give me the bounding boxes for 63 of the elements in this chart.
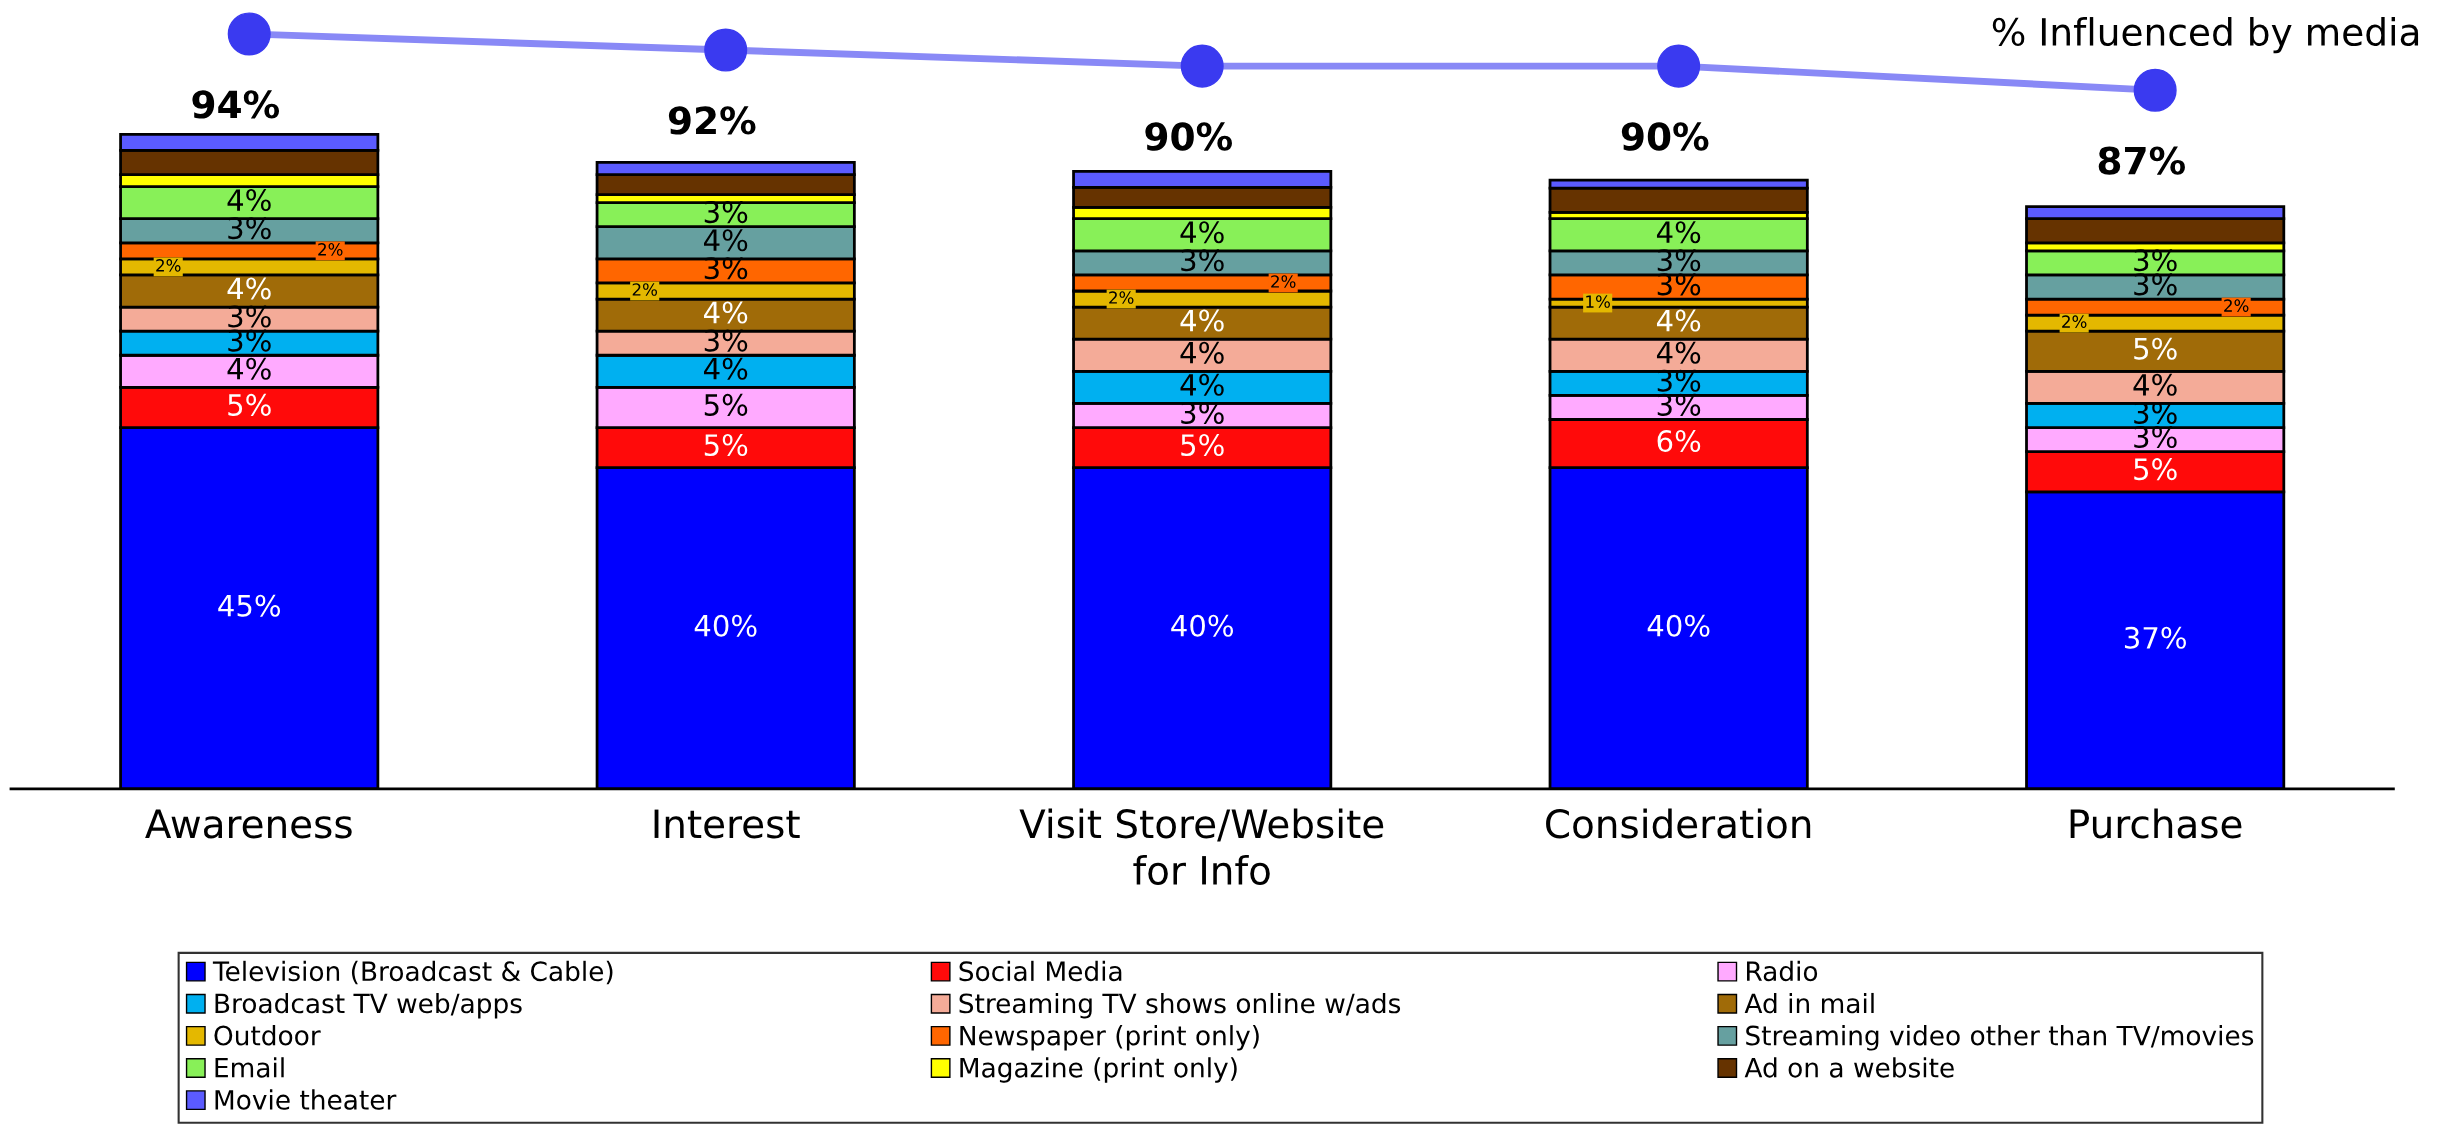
data-label: 2%: [632, 283, 658, 296]
data-label: 4%: [227, 357, 271, 380]
legend-label: Social Media: [959, 960, 1122, 982]
data-label: 5%: [1181, 434, 1224, 457]
data-label: 4%: [1180, 221, 1224, 244]
legend-label: Magazine (print only): [960, 1057, 1237, 1083]
data-label: 4%: [1656, 309, 1701, 332]
x-tick-label: Visit Store/Website for Info: [1019, 808, 1384, 885]
x-tick-label: Consideration: [1546, 808, 1811, 839]
data-label: 2%: [156, 259, 181, 272]
x-tick-label: Awareness: [145, 809, 352, 839]
data-label: 94%: [192, 90, 280, 119]
legend-label: Broadcast TV web/apps: [215, 992, 522, 1019]
legend-label: Ad in mail: [1744, 992, 1874, 1014]
point: [704, 28, 748, 72]
point: [1657, 44, 1701, 88]
data-label: 2%: [1109, 291, 1134, 304]
data-label: 37%: [2124, 626, 2186, 649]
legend-label: Ad on a website: [1744, 1057, 1954, 1078]
data-label: 2%: [318, 243, 343, 256]
data-label: 5%: [704, 393, 748, 416]
annotation: % Influenced by media: [1992, 17, 2419, 54]
data-label: 90%: [1621, 122, 1709, 151]
data-label: 92%: [668, 106, 756, 135]
data-label: 4%: [704, 357, 748, 380]
legend-label: Streaming video other than TV/movies: [1746, 1025, 2254, 1051]
data-label: 4%: [227, 189, 271, 212]
data-label: 2%: [1271, 275, 1296, 288]
data-label: 40%: [1171, 614, 1233, 637]
data-label: 4%: [1180, 373, 1224, 396]
data-label: 1%: [1586, 295, 1610, 308]
legend-label: Email: [215, 1057, 284, 1078]
x-tick-label: Interest: [654, 809, 800, 839]
legend-label: Streaming TV shows online w/ads: [959, 992, 1401, 1019]
data-label: 4%: [1656, 221, 1701, 244]
data-label: 90%: [1145, 122, 1232, 151]
data-label: 2%: [2224, 299, 2249, 312]
data-label: 4%: [1656, 341, 1701, 364]
data-label: 40%: [694, 614, 757, 637]
legend-label: Outdoor: [214, 1025, 321, 1046]
legend-label: Newspaper (print only): [960, 1025, 1259, 1051]
data-label: 4%: [704, 229, 748, 252]
data-label: 4%: [704, 301, 748, 324]
data-label: 5%: [2134, 458, 2177, 481]
data-label: 87%: [2098, 146, 2185, 175]
data-label: 5%: [228, 393, 271, 416]
point: [227, 12, 271, 56]
x-tick-label: Purchase: [2070, 808, 2242, 839]
legend-label: Television (Broadcast & Cable): [212, 960, 613, 985]
legend-label: Radio: [1747, 960, 1818, 982]
data-label: 4%: [1180, 309, 1224, 332]
data-label: 40%: [1647, 614, 1710, 637]
data-label: 5%: [704, 434, 748, 457]
legend-label: Movie theater: [215, 1089, 397, 1110]
data-label: 4%: [1180, 341, 1224, 364]
data-label: 45%: [218, 594, 281, 617]
data-label: 4%: [227, 277, 271, 300]
point: [1180, 44, 1224, 88]
data-label: 5%: [2134, 337, 2177, 360]
data-label: 6%: [1657, 429, 1701, 453]
data-label: 2%: [2062, 315, 2087, 328]
point: [2133, 68, 2177, 112]
data-label: 4%: [2133, 373, 2177, 396]
